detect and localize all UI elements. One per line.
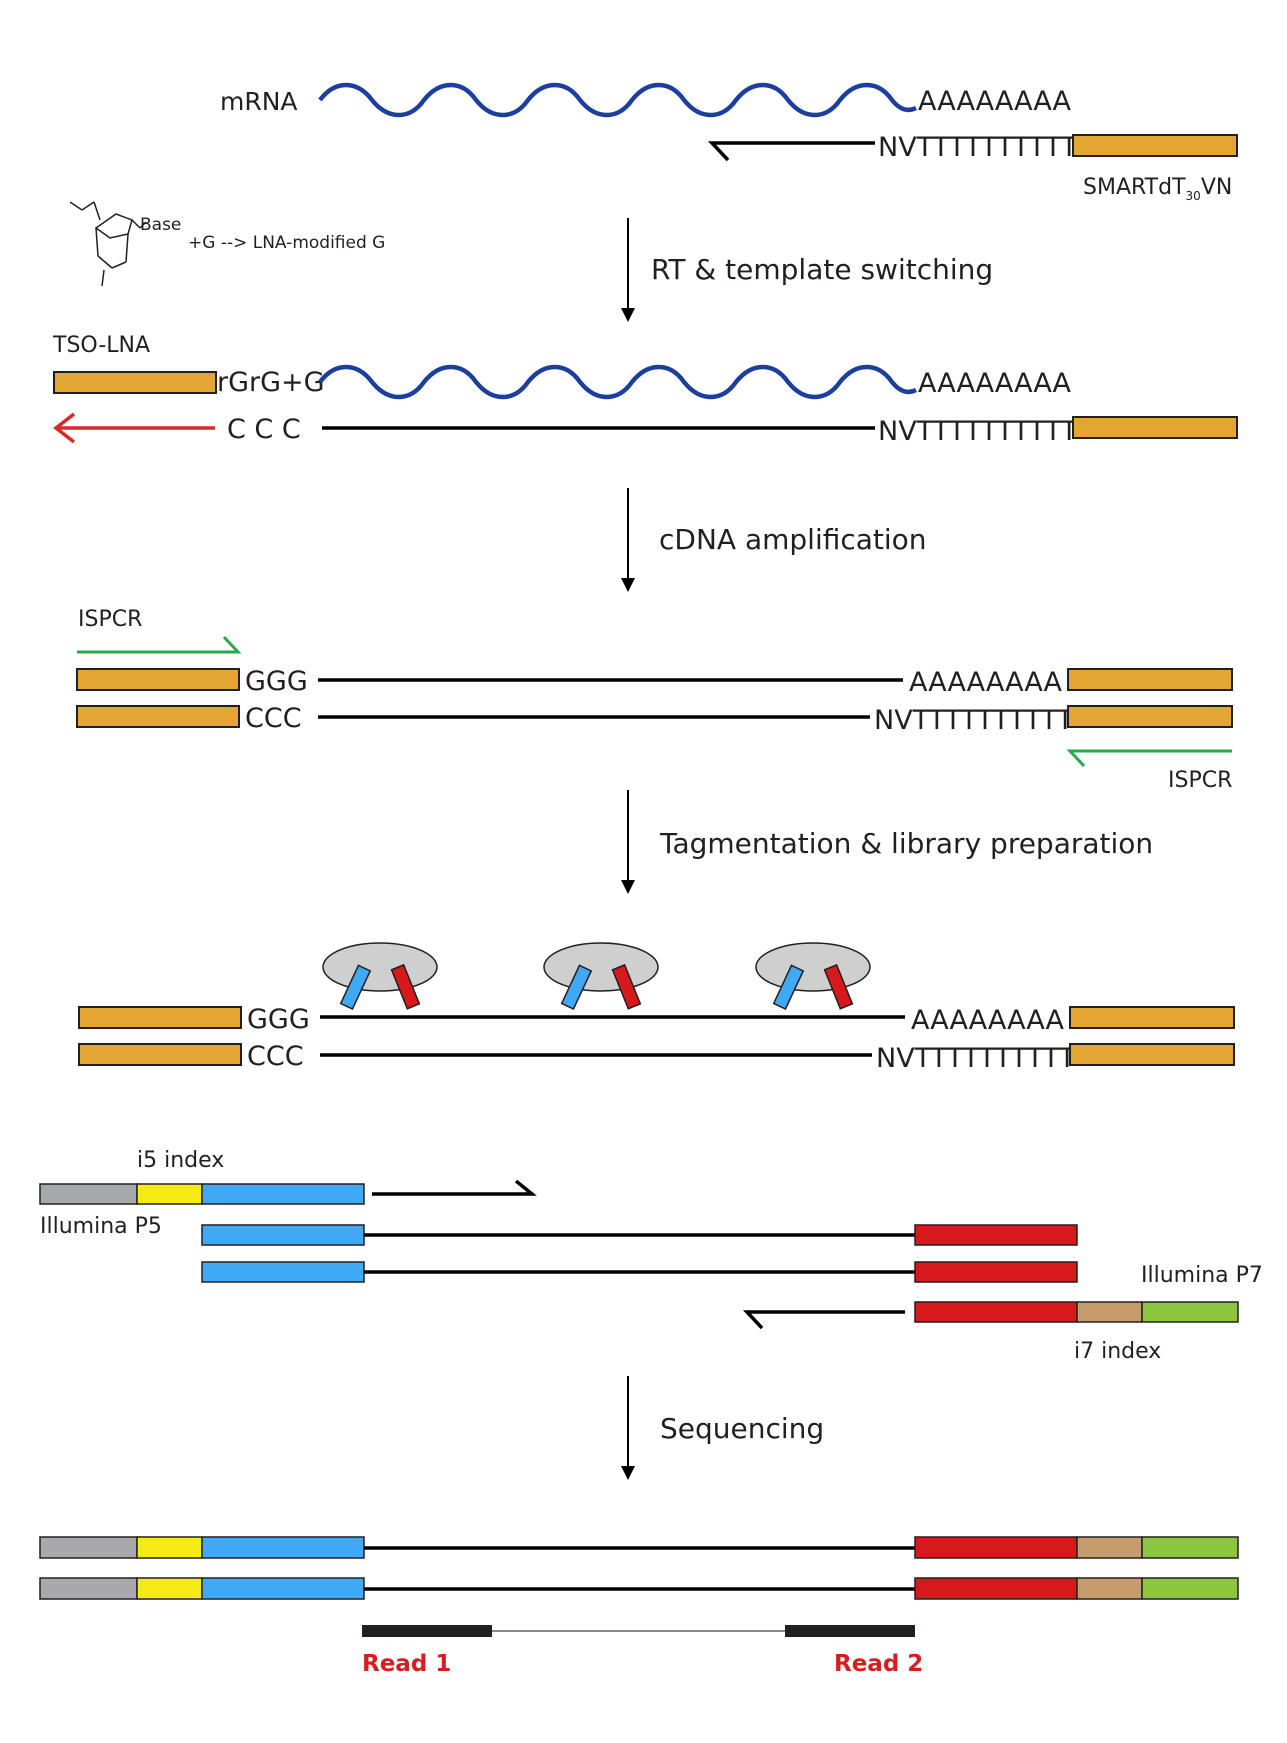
i5-segment	[136, 1183, 203, 1205]
read1-label: Read 1	[362, 1651, 451, 1677]
step-label-rt-template-switching: RT & template switching	[651, 253, 993, 286]
step-arrow-amplification	[621, 488, 635, 592]
p7-extension-arrow	[742, 1310, 905, 1330]
rgrg-g-label: rGrG+G	[217, 367, 325, 398]
ispcr-label-bottom: ISPCR	[1168, 768, 1232, 793]
adapter-bottom-left	[76, 705, 240, 728]
p5-primer	[39, 1183, 365, 1205]
red-extension-arrow	[53, 412, 215, 444]
step-label-cdna-amplification: cDNA amplification	[659, 523, 927, 556]
panel-library-pcr: i5 index Illumina P5 Illumina P7 i7 inde…	[39, 1148, 1263, 1364]
ispcr-label-top: ISPCR	[78, 607, 142, 632]
step-arrow-tagmentation	[621, 790, 635, 894]
read2-seq-segment	[914, 1301, 1078, 1323]
ispcr-primer-reverse	[1066, 749, 1232, 768]
mrna-strand	[318, 82, 918, 118]
polya-tail-amplified: AAAAAAAA	[909, 667, 1063, 698]
adapter-bottom-right	[1067, 705, 1233, 728]
oligo-dt-sequence: NVTTTTTTTTTT	[878, 132, 1078, 163]
panel-mrna: mRNA AAAAAAAA NVTTTTTTTTTT SMARTdT30VN	[220, 82, 1238, 203]
mrna-strand-template	[318, 364, 918, 400]
smart-dt-label: SMARTdT30VN	[1083, 175, 1232, 203]
tag-adapter-top-left	[78, 1006, 242, 1029]
ccc-overhang: C C C	[227, 414, 301, 445]
p5-segment	[39, 1183, 138, 1205]
tag-polya-tail: AAAAAAAA	[911, 1005, 1065, 1036]
panel-template-switching: TSO-LNA rGrG+G AAAAAAAA C C C NVTTTTTTTT…	[52, 333, 1238, 447]
polya-tail-template: AAAAAAAA	[918, 368, 1072, 399]
p7-primer	[914, 1301, 1239, 1323]
tag-adapter-bottom-left	[78, 1043, 242, 1066]
oligo-dt-sequence-amplified: NVTTTTTTTTTT	[874, 705, 1074, 736]
i5-index-label: i5 index	[137, 1148, 224, 1173]
adapter-top-right	[1067, 668, 1233, 691]
ccc-label: CCC	[245, 703, 302, 734]
final-library-bottom	[39, 1577, 1239, 1600]
ggg-label: GGG	[245, 666, 308, 697]
final-library-top	[39, 1536, 1239, 1559]
step-arrow-rt	[621, 218, 635, 322]
polya-tail: AAAAAAAA	[918, 86, 1072, 117]
tag-adapter-top-right	[1069, 1006, 1235, 1029]
base-label: Base	[140, 215, 181, 235]
illumina-p5-label: Illumina P5	[40, 1214, 162, 1239]
fragment-bottom-right-seq	[914, 1261, 1078, 1283]
ispcr-primer-forward	[77, 635, 242, 654]
read1-seq-segment	[201, 1183, 365, 1205]
step-label-tagmentation: Tagmentation & library preparation	[659, 827, 1153, 860]
lna-structure-icon	[69, 201, 147, 287]
lna-note: +G --> LNA-modified G	[188, 233, 385, 253]
oligo-dt-primer-arrow	[707, 141, 875, 162]
tso-lna-label: TSO-LNA	[52, 333, 150, 358]
p7-segment	[1141, 1301, 1239, 1323]
tn5-transposome-1	[322, 942, 438, 1010]
tag-adapter-bottom-right	[1069, 1043, 1235, 1066]
i7-segment	[1076, 1301, 1143, 1323]
fragment-top-right-seq	[914, 1224, 1078, 1246]
panel-cdna-amplification: ISPCR GGG AAAAAAAA CCC NVTTTTTTTTTT ISPC…	[76, 607, 1233, 793]
illumina-p7-label: Illumina P7	[1141, 1263, 1263, 1288]
smart-dt-adapter	[1072, 134, 1238, 157]
tso-lna-adapter	[53, 371, 217, 394]
tn5-transposome-2	[543, 942, 659, 1010]
fragment-bottom-left-seq	[201, 1261, 365, 1283]
fragment-top-left-seq	[201, 1224, 365, 1246]
panel-tagmentation: GGG AAAAAAAA CCC NVTTTTTTTTTT	[78, 942, 1235, 1074]
read1-bar	[362, 1625, 492, 1637]
p5-extension-arrow	[372, 1179, 537, 1196]
tag-ggg-label: GGG	[247, 1004, 310, 1035]
i7-index-label: i7 index	[1074, 1339, 1161, 1364]
smart-dt-adapter-template	[1072, 416, 1238, 439]
read2-bar	[785, 1625, 915, 1637]
panel-sequencing: Read 1 Read 2	[39, 1536, 1239, 1677]
tn5-transposome-3	[755, 942, 871, 1010]
mrna-label: mRNA	[220, 87, 298, 116]
tag-ccc-label: CCC	[247, 1041, 304, 1072]
adapter-top-left	[76, 668, 240, 691]
step-label-sequencing: Sequencing	[660, 1412, 824, 1445]
tag-oligo-dt-sequence: NVTTTTTTTTTT	[876, 1043, 1076, 1074]
step-arrow-sequencing	[621, 1376, 635, 1480]
oligo-dt-sequence-template: NVTTTTTTTTTT	[878, 416, 1078, 447]
read2-label: Read 2	[834, 1651, 923, 1677]
